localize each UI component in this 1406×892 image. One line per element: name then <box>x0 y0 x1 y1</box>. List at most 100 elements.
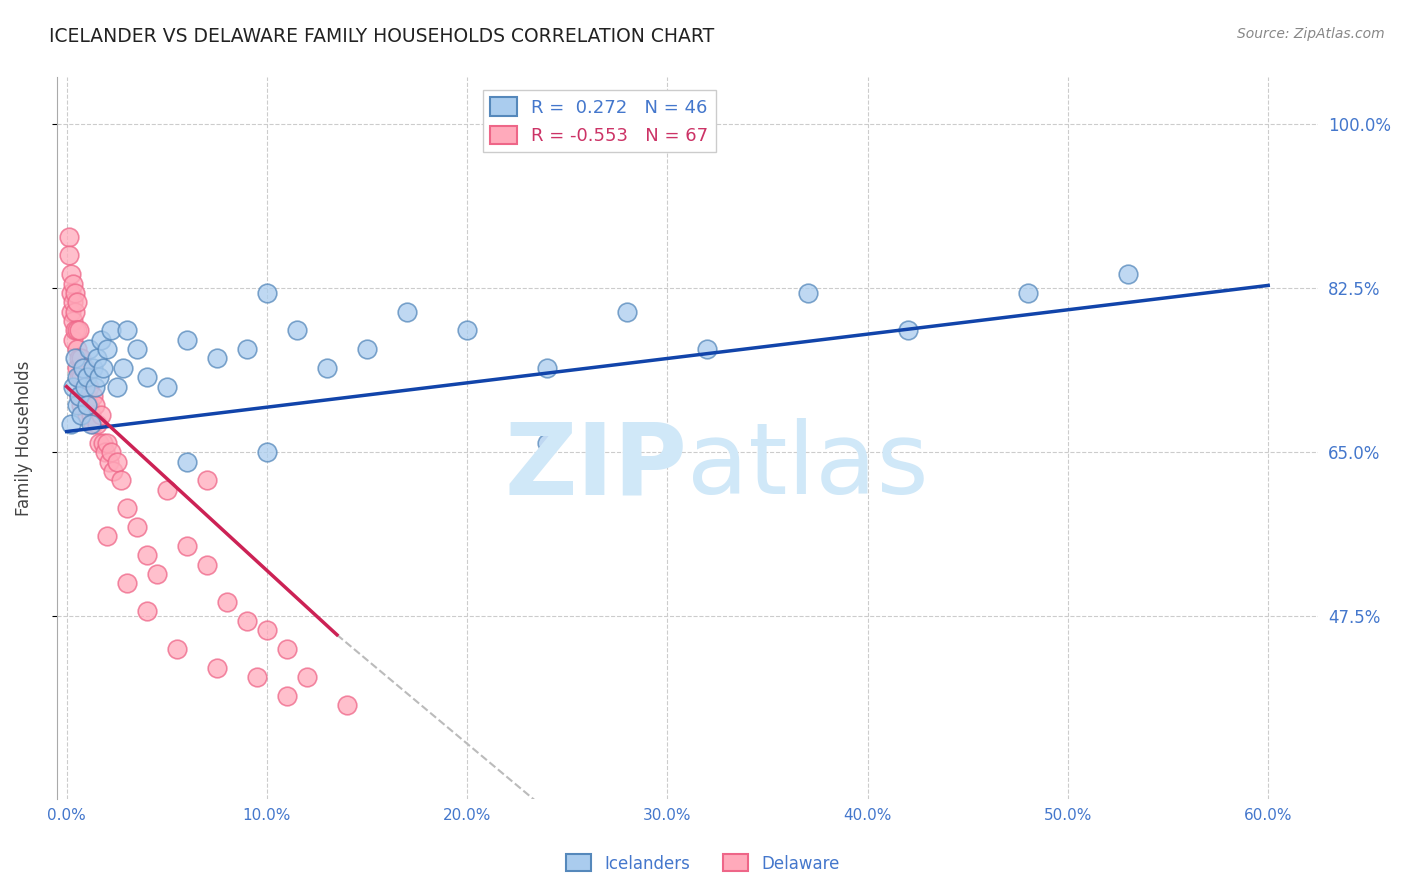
Point <box>215 595 238 609</box>
Point <box>66 342 89 356</box>
Point <box>62 295 84 310</box>
Point <box>456 323 478 337</box>
Point <box>79 417 101 431</box>
Point <box>100 323 122 337</box>
Point <box>696 342 718 356</box>
Point <box>82 389 104 403</box>
Legend: R =  0.272   N = 46, R = -0.553   N = 67: R = 0.272 N = 46, R = -0.553 N = 67 <box>482 90 716 153</box>
Point <box>76 408 98 422</box>
Point <box>76 389 98 403</box>
Point <box>105 379 128 393</box>
Point <box>63 285 86 300</box>
Point <box>156 483 179 497</box>
Point <box>72 360 94 375</box>
Point <box>110 473 132 487</box>
Point <box>67 351 90 366</box>
Point <box>295 670 318 684</box>
Point <box>63 351 86 366</box>
Point <box>246 670 269 684</box>
Point <box>91 360 114 375</box>
Point <box>195 558 218 572</box>
Point <box>205 351 228 366</box>
Point <box>176 539 198 553</box>
Point <box>796 285 818 300</box>
Point <box>135 370 157 384</box>
Point <box>72 379 94 393</box>
Point <box>125 520 148 534</box>
Point <box>58 229 80 244</box>
Point <box>96 435 118 450</box>
Point <box>86 417 108 431</box>
Point <box>59 304 82 318</box>
Point <box>62 314 84 328</box>
Point <box>316 360 339 375</box>
Point <box>63 323 86 337</box>
Point <box>101 464 124 478</box>
Point <box>76 398 98 412</box>
Point <box>66 398 89 412</box>
Point <box>90 333 112 347</box>
Point <box>73 379 96 393</box>
Point <box>115 323 138 337</box>
Point <box>396 304 419 318</box>
Point <box>276 641 298 656</box>
Point <box>77 342 100 356</box>
Point <box>616 304 638 318</box>
Point <box>536 435 558 450</box>
Point <box>125 342 148 356</box>
Point <box>90 408 112 422</box>
Point <box>285 323 308 337</box>
Point <box>62 333 84 347</box>
Point <box>176 454 198 468</box>
Point <box>336 698 359 712</box>
Point <box>67 323 90 337</box>
Point <box>77 398 100 412</box>
Point <box>62 277 84 291</box>
Point <box>59 417 82 431</box>
Point <box>79 408 101 422</box>
Point <box>69 370 91 384</box>
Point <box>256 445 278 459</box>
Point <box>66 323 89 337</box>
Legend: Icelanders, Delaware: Icelanders, Delaware <box>560 847 846 880</box>
Point <box>82 360 104 375</box>
Point <box>87 370 110 384</box>
Point <box>111 360 134 375</box>
Point <box>91 435 114 450</box>
Point <box>83 379 105 393</box>
Point <box>72 360 94 375</box>
Point <box>66 295 89 310</box>
Point <box>145 566 167 581</box>
Point <box>1116 267 1139 281</box>
Point <box>256 623 278 637</box>
Point <box>135 604 157 618</box>
Point <box>58 248 80 262</box>
Point <box>897 323 920 337</box>
Point <box>115 576 138 591</box>
Point <box>66 370 89 384</box>
Point <box>536 360 558 375</box>
Point <box>59 267 82 281</box>
Point <box>96 342 118 356</box>
Text: atlas: atlas <box>688 418 929 516</box>
Point <box>69 398 91 412</box>
Text: Source: ZipAtlas.com: Source: ZipAtlas.com <box>1237 27 1385 41</box>
Point <box>63 304 86 318</box>
Point <box>100 445 122 459</box>
Point <box>1017 285 1039 300</box>
Point <box>69 408 91 422</box>
Y-axis label: Family Households: Family Households <box>15 360 32 516</box>
Point <box>76 370 98 384</box>
Point <box>135 548 157 562</box>
Point <box>236 342 259 356</box>
Point <box>73 379 96 393</box>
Point <box>93 445 115 459</box>
Point <box>96 529 118 543</box>
Point <box>105 454 128 468</box>
Point <box>66 360 89 375</box>
Point <box>97 454 120 468</box>
Point <box>59 285 82 300</box>
Point <box>67 370 90 384</box>
Point <box>87 435 110 450</box>
Point <box>166 641 188 656</box>
